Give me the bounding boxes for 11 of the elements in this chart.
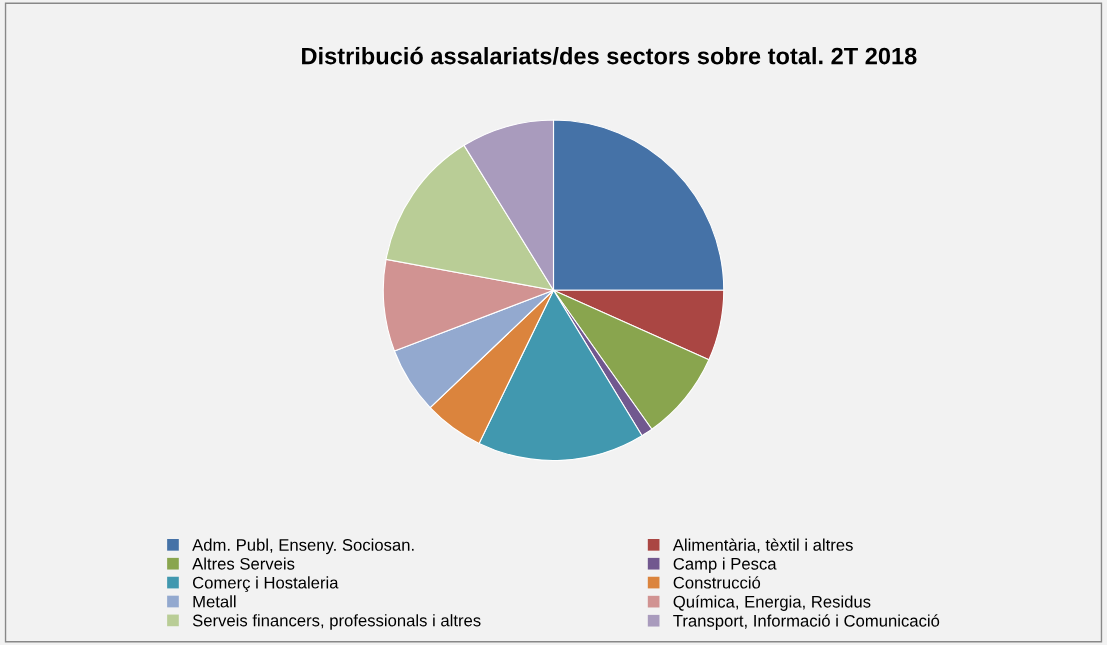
legend-label: Transport, Informació i Comunicació: [673, 614, 940, 630]
legend-label: Serveis financers, professionals i altres: [192, 614, 481, 630]
legend-label: Metall: [193, 595, 236, 608]
legend-label: Comerç i Hostaleria: [192, 576, 339, 592]
legend-label: Química, Energia, Residus: [673, 595, 871, 611]
chart-title: Distribució assalariats/des sectors sobre total. 2T 2018: [302, 46, 917, 65]
legend-label: Alimentària, tèxtil i altres: [672, 538, 853, 553]
legend-label: Altres Serveis: [192, 557, 295, 570]
legend-label: Camp i Pesca: [673, 557, 777, 573]
legend-label: Adm. Publ, Enseny. Sociosan.: [192, 538, 414, 555]
legend-label: Construcció: [673, 576, 761, 589]
